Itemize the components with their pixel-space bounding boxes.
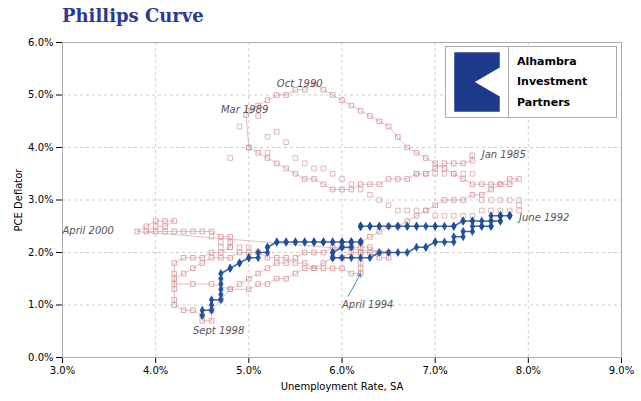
- svg-text:5.0%: 5.0%: [236, 365, 261, 376]
- html-text:Alhambra: Alhambra: [517, 54, 577, 68]
- svg-text:2.0%: 2.0%: [28, 247, 53, 258]
- svg-text:PCE Deflator: PCE Deflator: [13, 168, 24, 232]
- svg-text:Jan 1985: Jan 1985: [480, 149, 526, 160]
- svg-text:7.0%: 7.0%: [422, 365, 447, 376]
- svg-text:1.0%: 1.0%: [28, 299, 53, 310]
- svg-text:3.0%: 3.0%: [50, 365, 75, 376]
- svg-text:5.0%: 5.0%: [28, 89, 53, 100]
- svg-text:8.0%: 8.0%: [516, 365, 541, 376]
- svg-text:9.0%: 9.0%: [609, 365, 634, 376]
- svg-text:6.0%: 6.0%: [28, 37, 53, 48]
- svg-text:April 2000: April 2000: [62, 225, 114, 236]
- svg-text:Oct 1990: Oct 1990: [277, 78, 323, 89]
- svg-text:June 1992: June 1992: [517, 212, 569, 223]
- svg-text:Sept 1998: Sept 1998: [193, 325, 244, 336]
- svg-text:6.0%: 6.0%: [329, 365, 354, 376]
- html-text:Investment: Investment: [517, 75, 588, 89]
- svg-text:Mar 1989: Mar 1989: [221, 104, 269, 115]
- svg-text:0.0%: 0.0%: [28, 352, 53, 363]
- html-text:Phillips Curve: Phillips Curve: [62, 5, 204, 26]
- svg-text:April 1994: April 1994: [341, 299, 393, 310]
- svg-text:4.0%: 4.0%: [28, 142, 53, 153]
- html-text:Partners: Partners: [517, 96, 571, 110]
- svg-text:Unemployment Rate, SA: Unemployment Rate, SA: [281, 381, 404, 392]
- svg-text:3.0%: 3.0%: [28, 194, 53, 205]
- svg-text:4.0%: 4.0%: [143, 365, 168, 376]
